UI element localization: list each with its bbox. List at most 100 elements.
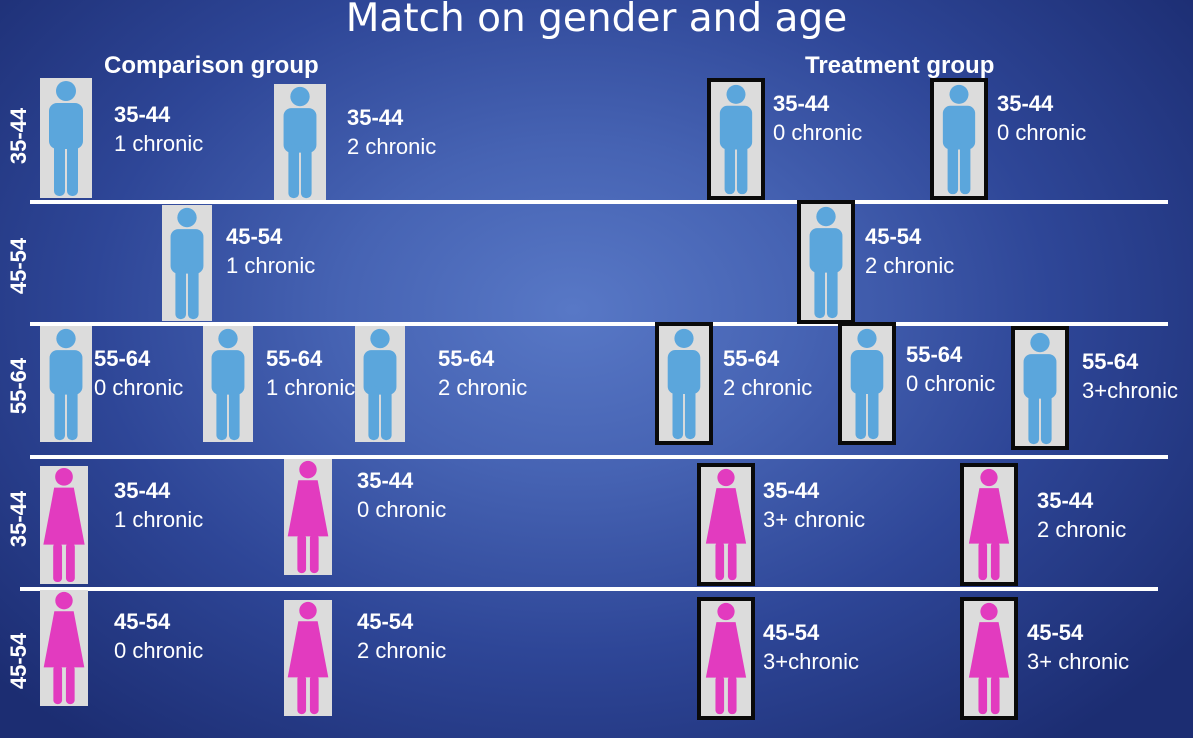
age-label: 45-54 xyxy=(226,224,283,249)
age-label: 35-44 xyxy=(114,478,171,503)
female-figure-icon xyxy=(968,468,1010,581)
age-label: 35-44 xyxy=(1037,488,1094,513)
chronic-label: 0 chronic xyxy=(773,120,863,145)
chronic-label: 2 chronic xyxy=(357,638,447,663)
female-figure-icon xyxy=(968,602,1010,715)
female-figure-icon xyxy=(705,602,747,715)
age-label: 35-44 xyxy=(997,91,1054,116)
chronic-label: 2 chronic xyxy=(723,375,813,400)
male-person-icon xyxy=(203,326,253,442)
female-person-icon xyxy=(960,597,1018,720)
male-person-icon xyxy=(655,322,713,445)
male-person-icon xyxy=(838,322,896,445)
row-divider xyxy=(20,587,1158,591)
person-info: 35-44 0 chronic xyxy=(773,89,862,147)
person-info: 35-44 0 chronic xyxy=(357,466,446,524)
female-person-icon xyxy=(40,466,88,584)
chronic-label: 2 chronic xyxy=(865,253,955,278)
age-label: 35-44 xyxy=(763,478,820,503)
chronic-label: 2 chronic xyxy=(438,375,528,400)
person-info: 45-54 2 chronic xyxy=(357,607,446,665)
chronic-label: 1 chronic xyxy=(266,375,356,400)
person-info: 35-44 2 chronic xyxy=(1037,486,1126,544)
male-person-icon xyxy=(274,84,326,200)
person-info: 35-44 0 chronic xyxy=(997,89,1086,147)
female-person-icon xyxy=(40,590,88,706)
female-figure-icon xyxy=(705,468,747,581)
chronic-label: 0 chronic xyxy=(94,375,184,400)
treatment-group-heading: Treatment group xyxy=(805,52,995,79)
person-info: 55-64 0 chronic xyxy=(906,340,995,398)
age-label: 55-64 xyxy=(906,342,963,367)
female-figure-icon xyxy=(43,467,85,583)
comparison-group-heading: Comparison group xyxy=(104,52,319,79)
age-label: 45-54 xyxy=(1027,620,1084,645)
chronic-label: 1 chronic xyxy=(226,253,316,278)
age-label: 35-44 xyxy=(773,91,830,116)
male-figure-icon xyxy=(49,328,83,441)
age-label: 55-64 xyxy=(723,346,780,371)
chronic-label: 2 chronic xyxy=(347,134,437,159)
age-label: 45-54 xyxy=(114,609,171,634)
male-figure-icon xyxy=(170,207,204,320)
male-person-icon xyxy=(355,326,405,442)
slide-title: Match on gender and age xyxy=(345,0,848,41)
male-figure-icon xyxy=(667,328,701,440)
row-label-female-45-54: 45-54 xyxy=(6,632,31,690)
male-figure-icon xyxy=(49,81,83,196)
male-person-icon xyxy=(707,78,765,200)
person-info: 45-54 0 chronic xyxy=(114,607,203,665)
male-figure-icon xyxy=(809,206,843,319)
age-label: 55-64 xyxy=(438,346,495,371)
age-label: 35-44 xyxy=(114,102,171,127)
female-figure-icon xyxy=(287,601,329,715)
row-label-male-45-54: 45-54 xyxy=(6,237,31,295)
chronic-label: 0 chronic xyxy=(906,371,996,396)
age-label: 55-64 xyxy=(1082,349,1139,374)
person-info: 45-54 3+ chronic xyxy=(1027,618,1129,676)
male-person-icon xyxy=(797,200,855,324)
male-figure-icon xyxy=(1023,332,1057,445)
age-label: 45-54 xyxy=(763,620,820,645)
person-info: 45-54 1 chronic xyxy=(226,222,315,280)
row-divider xyxy=(30,200,1168,204)
age-label: 55-64 xyxy=(266,346,323,371)
row-label-male-55-64: 55-64 xyxy=(6,357,31,415)
male-person-icon xyxy=(930,78,988,200)
row-label-male-35-44: 35-44 xyxy=(6,107,31,165)
person-info: 35-44 3+ chronic xyxy=(763,476,865,534)
male-figure-icon xyxy=(719,84,753,195)
person-info: 35-44 1 chronic xyxy=(114,100,203,158)
person-info: 55-64 0 chronic xyxy=(94,344,183,402)
row-divider xyxy=(30,322,1168,326)
chronic-label: 1 chronic xyxy=(114,507,204,532)
female-person-icon xyxy=(697,597,755,720)
age-label: 35-44 xyxy=(347,105,404,130)
person-info: 35-44 1 chronic xyxy=(114,476,203,534)
chronic-label: 3+chronic xyxy=(1082,378,1179,403)
female-figure-icon xyxy=(43,591,85,705)
row-label-female-35-44: 35-44 xyxy=(6,490,31,548)
male-figure-icon xyxy=(363,328,397,441)
age-label: 35-44 xyxy=(357,468,414,493)
chronic-label: 3+chronic xyxy=(763,649,860,674)
male-figure-icon xyxy=(211,328,245,441)
chronic-label: 0 chronic xyxy=(997,120,1087,145)
female-figure-icon xyxy=(287,460,329,574)
person-info: 55-64 1 chronic xyxy=(266,344,355,402)
person-info: 55-64 2 chronic xyxy=(723,344,812,402)
chronic-label: 1 chronic xyxy=(114,131,204,156)
age-label: 45-54 xyxy=(357,609,414,634)
chronic-label: 0 chronic xyxy=(357,497,447,522)
chronic-label: 2 chronic xyxy=(1037,517,1127,542)
row-divider xyxy=(30,455,1168,459)
male-person-icon xyxy=(40,78,92,198)
age-label: 45-54 xyxy=(865,224,922,249)
female-person-icon xyxy=(697,463,755,586)
male-figure-icon xyxy=(283,86,317,199)
female-person-icon xyxy=(960,463,1018,586)
male-figure-icon xyxy=(942,84,976,195)
chronic-label: 3+ chronic xyxy=(1027,649,1130,674)
male-person-icon xyxy=(1011,326,1069,450)
female-person-icon xyxy=(284,600,332,716)
